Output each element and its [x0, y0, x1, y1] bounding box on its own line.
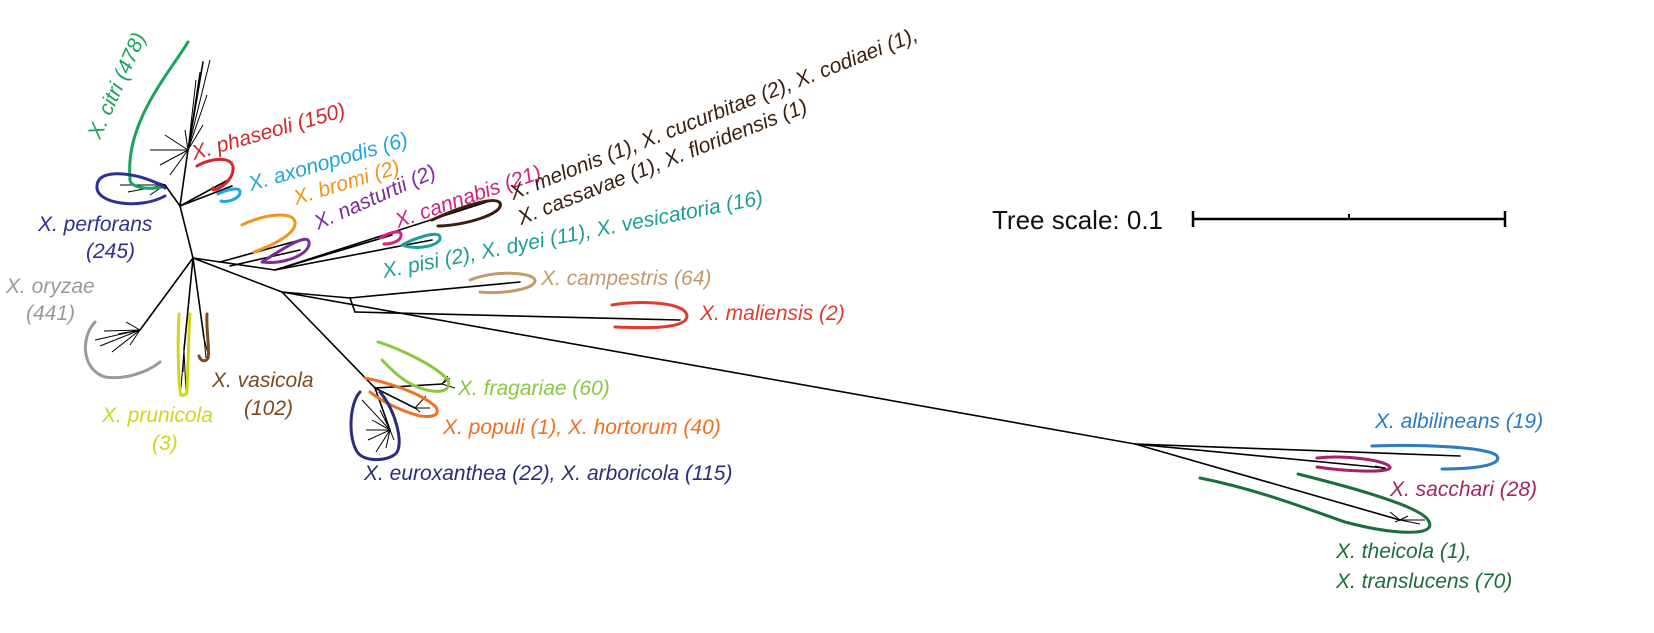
clade-label-vasicola-line2: (102) [244, 397, 293, 420]
branch [229, 249, 301, 267]
clade-outline-bromi [240, 213, 297, 254]
clade-label-vasicola-line1: X. vasicola [211, 369, 314, 392]
clade-label-prunicola-line2: (3) [152, 432, 178, 455]
clade-label-populi: X. populi (1), X. hortorum (40) [442, 416, 721, 439]
clade-label-theicola: X. theicola (1), [1335, 540, 1471, 563]
clade-label-euroxanthea: X. euroxanthea (22), X. arboricola (115) [363, 462, 732, 485]
clade-label-citri: X. citri (478) [83, 29, 150, 143]
clade-label-oryzae-line1: X. oryzae [5, 275, 95, 298]
clade-outlines [83, 40, 1500, 534]
branch [354, 311, 681, 321]
clade-label-oryzae-line2: (441) [26, 302, 75, 325]
clade-outline-theicola [1198, 472, 1432, 534]
branch [281, 291, 376, 389]
clade-outline-melonis [430, 199, 502, 228]
clade-label-campestris: X. campestris (64) [540, 267, 711, 290]
branch [1134, 443, 1401, 521]
clade-outline-oryzae [83, 320, 162, 380]
clade-label-sacchari: X. sacchari (28) [1389, 478, 1537, 501]
branch [183, 257, 194, 351]
branch [349, 281, 521, 299]
branch [281, 291, 1136, 445]
clade-outline-axonopodis [216, 187, 242, 203]
clade-outline-vasicola [197, 312, 211, 363]
clade-label-maliensis: X. maliensis (2) [699, 302, 845, 325]
clade-label-albilineans: X. albilineans (19) [1374, 410, 1543, 433]
clade-outline-maliensis [610, 301, 689, 330]
branch [179, 149, 189, 207]
clade-outline-cannabis [378, 230, 403, 246]
branch [139, 257, 194, 331]
branch [179, 179, 229, 207]
tree-branches [139, 61, 1461, 521]
branch [179, 205, 194, 259]
tree-scale-label: Tree scale: 0.1 [992, 205, 1163, 235]
clade-label-melonis-line1: X. melonis (1), X. cucurbitae (2), X. co… [505, 23, 920, 205]
branch [374, 383, 443, 389]
tree-tips [94, 59, 1425, 525]
clade-outline-prunicola [176, 312, 192, 397]
clade-labels: X. citri (478) X. phaseoli (150) X. axon… [5, 23, 1543, 593]
clade-outline-populi [363, 376, 439, 418]
branch [179, 185, 233, 207]
clade-outline-fragariae [376, 340, 451, 393]
branch [349, 297, 356, 313]
clade-outline-pisi [400, 232, 442, 249]
branch [1134, 443, 1386, 469]
branch [192, 257, 283, 293]
clade-outline-campestris [468, 271, 537, 294]
clade-outline-euroxanthea [349, 390, 401, 462]
branch [1134, 443, 1461, 457]
branch [164, 184, 181, 207]
branch [281, 291, 351, 299]
clade-outline-albilineans [1370, 443, 1500, 471]
tree-scale: Tree scale: 0.1 [992, 205, 1507, 235]
branch [192, 257, 205, 339]
clade-outline-phaseoli [195, 157, 235, 192]
clade-label-prunicola-line1: X. prunicola [101, 404, 213, 427]
clade-label-perforans-line2: (245) [86, 240, 135, 263]
clade-outline-citri [128, 40, 190, 190]
branch [374, 387, 391, 431]
clade-label-translucens: X. translucens (70) [1335, 570, 1512, 593]
branch [192, 257, 276, 271]
clade-outline-perforans [95, 172, 167, 206]
clade-label-fragariae: X. fragariae (60) [457, 377, 610, 400]
branch [374, 387, 416, 409]
clade-outline-nasturtii [260, 237, 311, 264]
clade-label-perforans-line1: X. perforans [37, 213, 153, 236]
clade-outline-sacchari [1315, 455, 1392, 473]
